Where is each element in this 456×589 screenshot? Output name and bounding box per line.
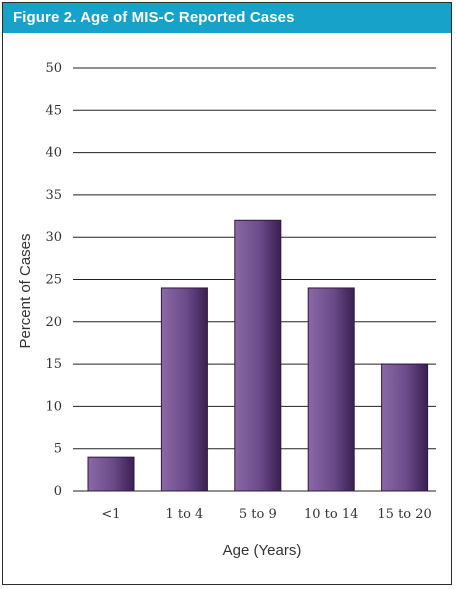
y-tick-label: 10 — [45, 399, 62, 414]
y-tick-label: 30 — [45, 230, 62, 245]
y-tick-label: 45 — [45, 103, 62, 118]
bar-4 — [307, 287, 355, 492]
y-axis-label: Percent of Cases — [17, 233, 34, 348]
x-tick-label: 1 to 4 — [165, 507, 203, 522]
y-tick-label: 5 — [54, 442, 62, 457]
bar-3 — [234, 219, 282, 492]
y-tick-label: 15 — [45, 357, 62, 372]
x-tick-label: <1 — [101, 507, 120, 522]
bar-5 — [381, 363, 429, 492]
figure-frame: Figure 2. Age of MIS-C Reported Cases — [2, 2, 452, 585]
y-tick-labels: 0 5 10 15 20 25 30 35 40 45 50 — [45, 61, 62, 499]
x-tick-label: 10 to 14 — [304, 507, 358, 522]
y-tick-label: 50 — [45, 61, 62, 76]
y-tick-label: 0 — [54, 484, 62, 499]
x-axis-label: Age (Years) — [223, 542, 302, 559]
y-tick-label: 25 — [45, 273, 62, 288]
bars — [87, 219, 429, 492]
bar-2 — [160, 287, 208, 492]
y-tick-label: 35 — [45, 188, 62, 203]
y-tick-label: 40 — [45, 146, 62, 161]
bar-1 — [87, 456, 135, 492]
y-tick-label: 20 — [45, 315, 62, 330]
x-tick-label: 5 to 9 — [239, 507, 277, 522]
figure-title: Figure 2. Age of MIS-C Reported Cases — [3, 3, 451, 33]
x-tick-labels: <1 1 to 4 5 to 9 10 to 14 15 to 20 — [101, 507, 431, 522]
x-tick-label: 15 to 20 — [377, 507, 431, 522]
